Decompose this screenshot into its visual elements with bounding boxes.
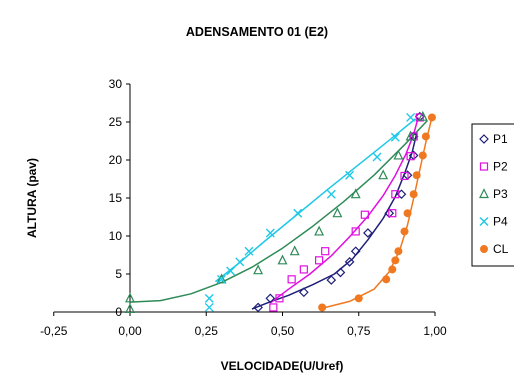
legend-marker-p3 bbox=[479, 188, 489, 199]
point-p2 bbox=[391, 190, 400, 199]
point-cl bbox=[318, 303, 327, 312]
point-cl bbox=[391, 256, 400, 265]
point-p4 bbox=[345, 170, 355, 180]
point-p1 bbox=[253, 302, 263, 313]
point-p4 bbox=[265, 228, 275, 238]
point-p3 bbox=[393, 149, 404, 160]
legend: P1 P2 P3 P4 CL bbox=[471, 123, 514, 267]
point-p2 bbox=[388, 209, 397, 218]
point-p2 bbox=[351, 227, 360, 236]
x-tick-label: 1,00 bbox=[423, 324, 447, 338]
point-cl bbox=[427, 113, 436, 122]
y-tick-label: 15 bbox=[109, 191, 123, 205]
legend-marker-cl bbox=[480, 245, 488, 253]
point-p3 bbox=[378, 169, 389, 180]
axes: -0,25 0,00 0,25 0,50 0,75 1,00 0 5 10 15 20 25 30 bbox=[40, 77, 447, 338]
point-p3 bbox=[417, 110, 428, 121]
legend-marker-p4 bbox=[479, 217, 489, 226]
legend-marker-p2 bbox=[479, 162, 489, 171]
point-p3 bbox=[350, 188, 361, 199]
point-cl bbox=[382, 275, 391, 284]
x-tick-label: 0,50 bbox=[271, 324, 295, 338]
point-p3 bbox=[289, 245, 300, 256]
point-p4 bbox=[204, 302, 214, 312]
legend-label-p2: P2 bbox=[493, 160, 508, 174]
point-p2 bbox=[269, 303, 278, 312]
point-p2 bbox=[321, 247, 330, 256]
point-p3 bbox=[125, 303, 135, 314]
legend-label-p1: P1 bbox=[493, 132, 508, 146]
point-p1 bbox=[265, 293, 276, 304]
point-p2 bbox=[315, 256, 324, 265]
legend-box bbox=[471, 123, 514, 267]
chart-title: ADENSAMENTO 01 (E2) bbox=[186, 25, 328, 39]
point-cl bbox=[418, 151, 427, 160]
point-p2 bbox=[415, 113, 424, 122]
point-p2 bbox=[287, 275, 296, 284]
point-p3 bbox=[277, 254, 288, 265]
point-p3 bbox=[314, 225, 325, 236]
y-tick-label: 0 bbox=[115, 305, 122, 319]
legend-label-cl: CL bbox=[493, 242, 509, 256]
point-p1 bbox=[350, 246, 361, 257]
x-tick-label: 0,75 bbox=[347, 324, 371, 338]
y-axis-title: ALTURA (pav) bbox=[25, 158, 39, 238]
trendline-p1 bbox=[251, 133, 418, 310]
x-tick-label: 0,00 bbox=[118, 324, 142, 338]
markers bbox=[125, 110, 436, 314]
point-cl bbox=[421, 132, 430, 141]
point-p1 bbox=[299, 287, 309, 298]
legend-label-p4: P4 bbox=[493, 215, 508, 229]
point-p4 bbox=[226, 266, 236, 276]
point-cl bbox=[354, 294, 363, 303]
point-p2 bbox=[400, 171, 409, 181]
point-cl bbox=[412, 171, 421, 180]
point-p4 bbox=[217, 274, 226, 284]
point-p3 bbox=[216, 273, 227, 284]
point-p3 bbox=[253, 264, 264, 275]
x-tick-label: 0,25 bbox=[195, 324, 219, 338]
x-axis-title: VELOCIDADE(U/Uref) bbox=[221, 359, 344, 373]
trendline-cl bbox=[318, 117, 433, 310]
point-p2 bbox=[275, 294, 284, 303]
point-cl bbox=[403, 209, 412, 218]
legend-label-p3: P3 bbox=[493, 187, 508, 201]
point-p4 bbox=[390, 132, 400, 142]
point-p2 bbox=[360, 210, 369, 219]
point-p4 bbox=[406, 112, 416, 122]
point-cl bbox=[394, 247, 403, 256]
trendline-p3 bbox=[129, 119, 428, 303]
point-p4 bbox=[244, 246, 254, 256]
y-tick-label: 5 bbox=[115, 267, 122, 281]
y-tick-label: 25 bbox=[109, 115, 123, 129]
y-tick-label: 20 bbox=[109, 153, 123, 167]
legend-marker-p1 bbox=[479, 134, 489, 144]
point-p4 bbox=[204, 293, 214, 303]
point-cl bbox=[409, 190, 418, 199]
point-p2 bbox=[299, 265, 308, 274]
point-p1 bbox=[344, 256, 355, 267]
point-p4 bbox=[372, 152, 382, 162]
point-p4 bbox=[235, 257, 245, 267]
x-tick-label: -0,25 bbox=[40, 324, 68, 338]
point-cl bbox=[400, 227, 409, 236]
point-p3 bbox=[332, 207, 343, 218]
point-p1 bbox=[363, 228, 373, 238]
point-p4 bbox=[293, 208, 303, 218]
point-p2 bbox=[406, 152, 415, 161]
point-p4 bbox=[326, 189, 336, 199]
y-tick-label: 10 bbox=[109, 229, 123, 243]
point-cl bbox=[388, 265, 397, 274]
point-p3 bbox=[125, 292, 135, 303]
point-p1 bbox=[326, 275, 337, 285]
y-tick-label: 30 bbox=[109, 77, 123, 91]
point-p1 bbox=[335, 267, 346, 278]
point-p3 bbox=[405, 130, 416, 141]
